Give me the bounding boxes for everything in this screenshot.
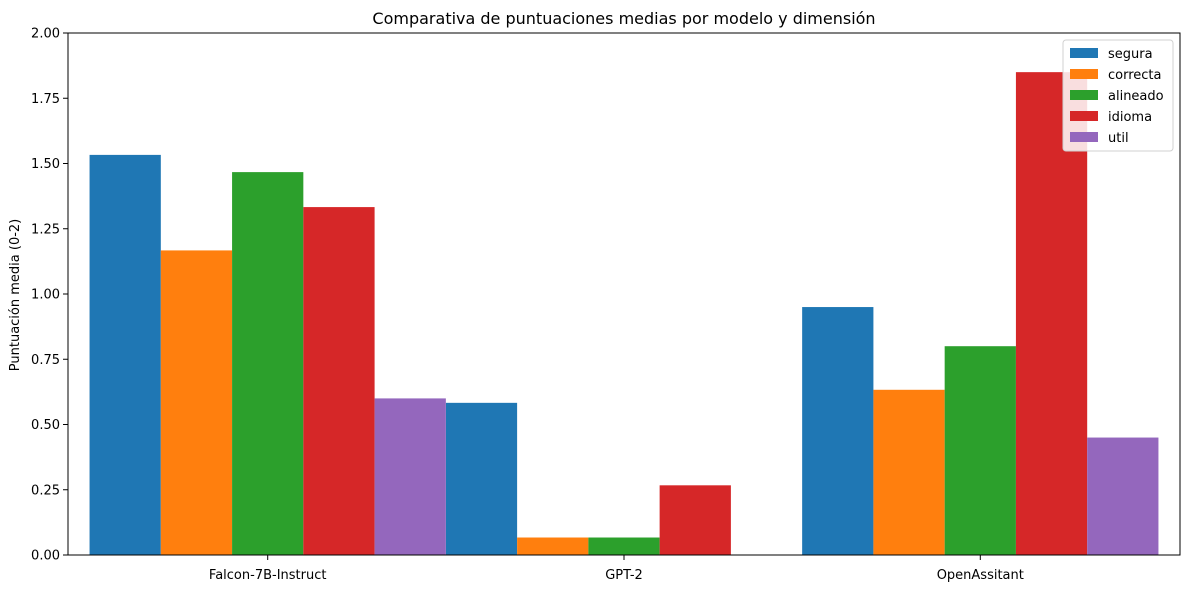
bar-alineado-0 (232, 172, 304, 555)
bar-correcta-1 (517, 537, 589, 555)
bar-util-2 (1087, 437, 1159, 555)
y-tick-label: 0.50 (31, 418, 60, 433)
x-tick-label: OpenAssitant (937, 568, 1024, 583)
y-tick-label: 0.25 (31, 483, 60, 498)
bar-alineado-2 (944, 346, 1016, 555)
y-tick-label: 1.75 (31, 92, 60, 107)
bar-segura-2 (802, 307, 874, 555)
x-tick-label: GPT-2 (605, 568, 643, 583)
legend-swatch-alineado (1070, 90, 1098, 100)
y-tick-label: 2.00 (31, 27, 60, 42)
legend-swatch-correcta (1070, 69, 1098, 79)
bar-segura-0 (89, 154, 161, 555)
legend: segura correcta alineado idioma util (1062, 39, 1174, 152)
legend-swatch-idioma (1070, 111, 1098, 121)
legend-label-util: util (1108, 131, 1129, 146)
bars-group (89, 72, 1159, 556)
bar-util-0 (374, 398, 446, 555)
bar-alineado-1 (588, 537, 660, 555)
bar-idioma-1 (659, 485, 731, 555)
legend-label-alineado: alineado (1108, 89, 1164, 104)
y-tick-label: 1.00 (31, 288, 60, 303)
bar-idioma-2 (1015, 72, 1088, 556)
y-tick-label: 0.75 (31, 353, 60, 368)
legend-label-idioma: idioma (1108, 110, 1152, 125)
y-tick-label: 1.50 (31, 157, 60, 172)
legend-label-segura: segura (1108, 47, 1153, 62)
legend-swatch-util (1070, 132, 1098, 142)
bar-idioma-0 (303, 207, 375, 555)
legend-swatch-segura (1070, 48, 1098, 58)
y-axis: 0.00 0.25 0.50 0.75 1.00 1.25 1.50 1.75 2.00 (31, 27, 68, 564)
legend-label-correcta: correcta (1108, 68, 1162, 83)
x-tick-label: Falcon-7B-Instruct (209, 568, 327, 583)
bar-correcta-2 (873, 389, 945, 555)
y-tick-label: 0.00 (31, 549, 60, 564)
y-tick-label: 1.25 (31, 222, 60, 237)
chart-title: Comparativa de puntuaciones medias por m… (372, 9, 875, 28)
bar-correcta-0 (160, 250, 233, 555)
plot-frame (67, 32, 1181, 556)
legend-box (1062, 39, 1174, 152)
x-axis: Falcon-7B-Instruct GPT-2 OpenAssitant (209, 555, 1024, 583)
bar-segura-1 (445, 402, 518, 555)
y-axis-title: Puntuación media (0-2) (8, 219, 23, 371)
